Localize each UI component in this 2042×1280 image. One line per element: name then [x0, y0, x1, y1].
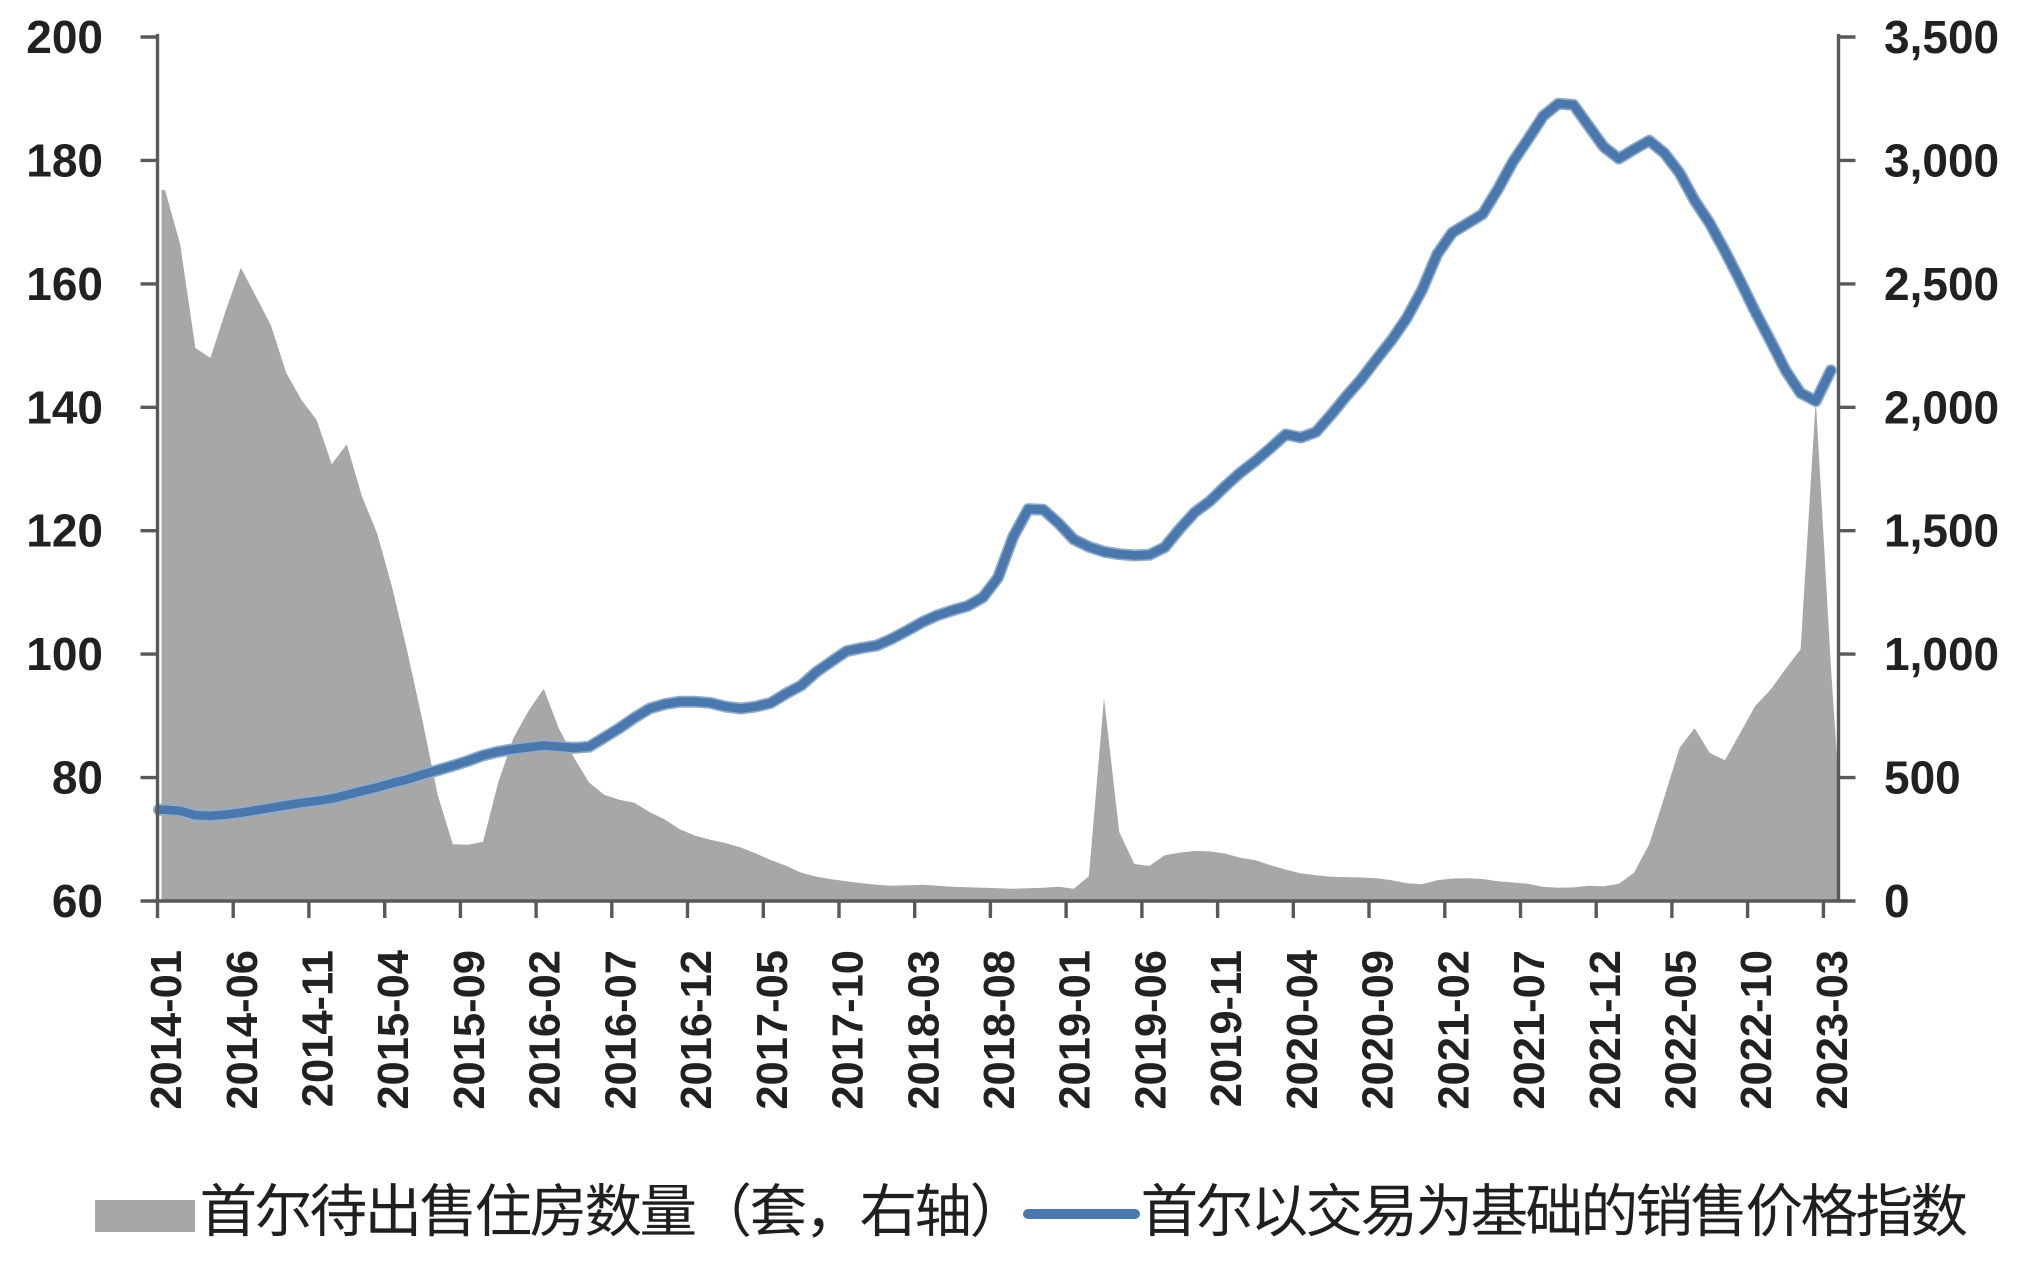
svg-text:60: 60 — [52, 875, 103, 927]
svg-text:1,000: 1,000 — [1884, 628, 1999, 680]
svg-text:2014-11: 2014-11 — [295, 950, 343, 1107]
svg-text:180: 180 — [26, 134, 103, 186]
svg-text:2017-05: 2017-05 — [749, 950, 797, 1110]
svg-text:2021-02: 2021-02 — [1430, 950, 1478, 1110]
svg-text:2019-06: 2019-06 — [1127, 950, 1175, 1110]
svg-text:2016-02: 2016-02 — [522, 950, 570, 1110]
svg-text:2023-03: 2023-03 — [1809, 950, 1857, 1110]
svg-text:100: 100 — [26, 628, 103, 680]
svg-text:160: 160 — [26, 258, 103, 310]
svg-text:2021-12: 2021-12 — [1582, 950, 1630, 1110]
svg-text:2020-04: 2020-04 — [1279, 950, 1327, 1110]
svg-text:2019-01: 2019-01 — [1052, 950, 1100, 1110]
svg-text:0: 0 — [1884, 875, 1910, 927]
svg-text:1,500: 1,500 — [1884, 505, 1999, 557]
svg-text:2017-10: 2017-10 — [825, 950, 873, 1110]
svg-text:2018-03: 2018-03 — [900, 950, 948, 1110]
svg-text:2,500: 2,500 — [1884, 258, 1999, 310]
svg-text:2018-08: 2018-08 — [976, 950, 1024, 1110]
svg-text:500: 500 — [1884, 752, 1961, 804]
svg-text:2014-01: 2014-01 — [143, 950, 191, 1110]
svg-text:2021-07: 2021-07 — [1506, 950, 1554, 1110]
svg-text:2016-07: 2016-07 — [597, 950, 645, 1110]
svg-text:2022-05: 2022-05 — [1658, 950, 1706, 1110]
svg-text:140: 140 — [26, 381, 103, 433]
svg-text:2019-11: 2019-11 — [1203, 950, 1251, 1107]
svg-text:2,000: 2,000 — [1884, 381, 1999, 433]
svg-text:2015-04: 2015-04 — [370, 950, 418, 1110]
svg-text:3,000: 3,000 — [1884, 134, 1999, 186]
svg-text:3,500: 3,500 — [1884, 11, 1999, 63]
svg-text:2016-12: 2016-12 — [673, 950, 721, 1110]
svg-text:200: 200 — [26, 11, 103, 63]
svg-text:2022-10: 2022-10 — [1733, 950, 1781, 1110]
svg-text:80: 80 — [52, 752, 103, 804]
svg-text:2015-09: 2015-09 — [446, 950, 494, 1110]
svg-text:2014-06: 2014-06 — [219, 950, 267, 1110]
svg-text:2020-09: 2020-09 — [1355, 950, 1403, 1110]
svg-text:120: 120 — [26, 505, 103, 557]
